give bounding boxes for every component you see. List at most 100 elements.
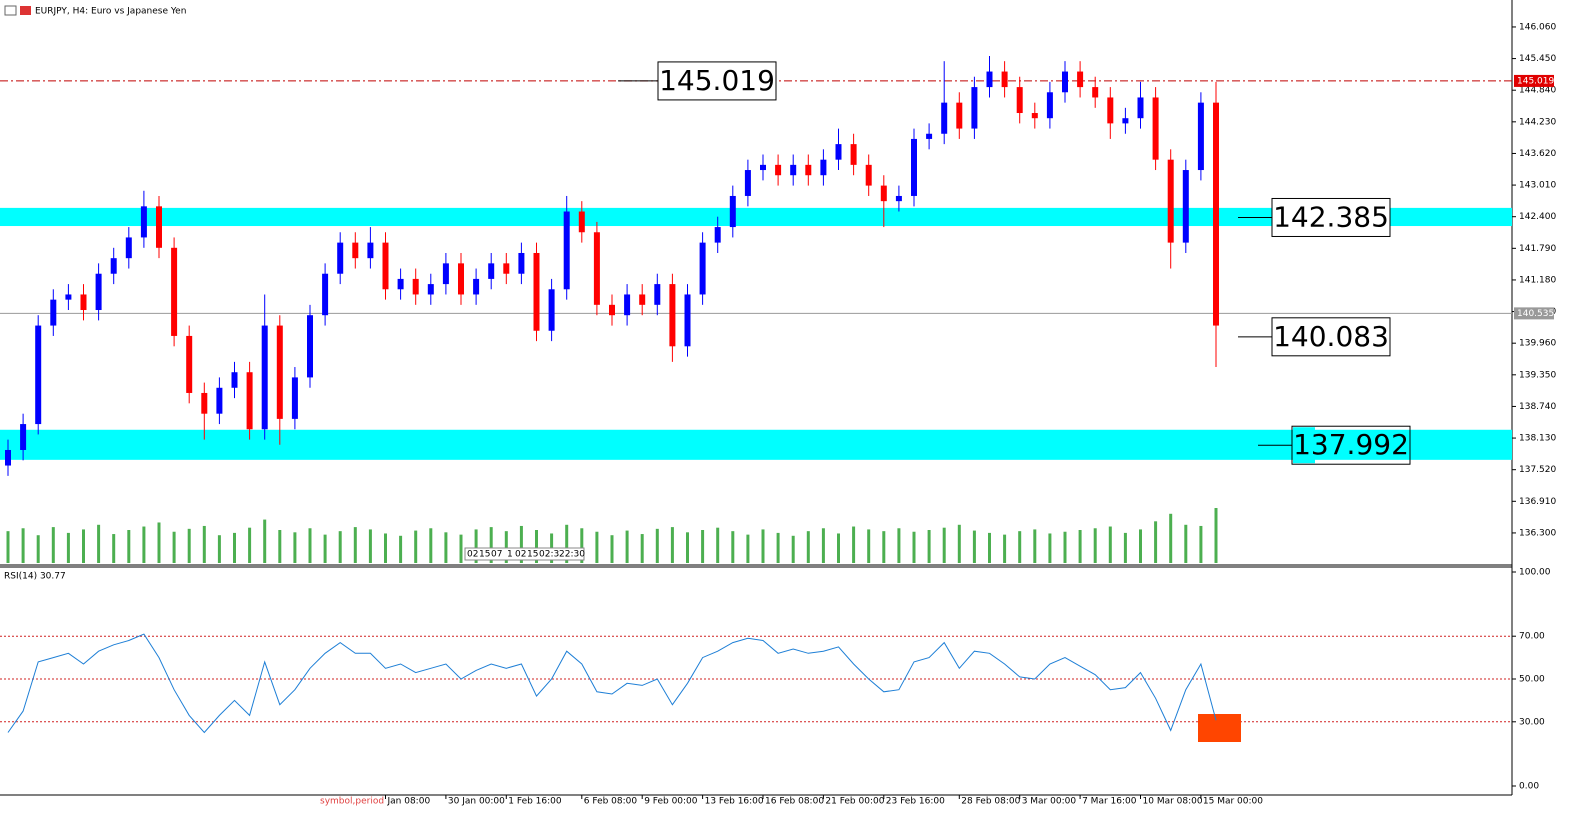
volume-bar: [187, 528, 191, 563]
volume-bar: [202, 525, 206, 563]
candle-body: [911, 138, 917, 196]
volume-bar: [6, 531, 10, 563]
volume-bar: [384, 533, 387, 563]
candle-body: [276, 325, 283, 419]
volume-bar: [927, 530, 931, 563]
volume-bar: [988, 532, 991, 563]
candle-body: [231, 372, 238, 388]
scroll-label: 15: [527, 550, 538, 560]
volume-bar: [716, 527, 720, 563]
candle-body: [714, 227, 721, 243]
volume-bar: [504, 531, 508, 563]
candle-body: [352, 242, 359, 259]
annotation-box: [1271, 317, 1391, 357]
candle-body: [1001, 71, 1008, 88]
candle-body: [533, 252, 540, 331]
volume-bar: [82, 529, 85, 563]
candle-body: [835, 144, 842, 160]
price-tag: [1514, 307, 1554, 320]
candle-body: [307, 315, 313, 378]
x-tick-label: 30 Jan 00:00: [448, 797, 505, 807]
candle-body: [20, 424, 27, 450]
annotation-box: [1271, 197, 1391, 237]
scroll-label: 22:30: [559, 550, 585, 560]
candle-body: [1122, 118, 1129, 124]
candle-body: [775, 164, 782, 176]
volume-bar: [172, 531, 176, 563]
y-tick-label: 100.00: [1519, 568, 1551, 578]
y-tick-label: 141.180: [1519, 275, 1556, 285]
volume-bar: [263, 519, 267, 563]
candle-body: [956, 102, 963, 129]
candle-body: [1092, 87, 1099, 98]
volume-bar: [867, 529, 871, 563]
candle-body: [65, 294, 72, 300]
y-tick-label: 143.620: [1519, 149, 1556, 159]
candle-body: [412, 278, 419, 295]
volume-bar: [1003, 534, 1007, 563]
volume-bar: [429, 528, 433, 563]
candle-body: [186, 335, 193, 393]
candle-body: [397, 278, 404, 290]
candle-body: [367, 242, 374, 259]
y-tick-label: 70.00: [1519, 632, 1545, 642]
volume-bar: [399, 535, 403, 563]
volume-bar: [821, 528, 825, 563]
y-tick-label: 138.130: [1519, 434, 1556, 444]
candle-body: [865, 164, 872, 186]
candle-body: [563, 211, 570, 290]
volume-bar: [731, 531, 735, 563]
candle-body: [458, 263, 464, 295]
volume-bar: [761, 529, 765, 563]
candle-body: [593, 232, 600, 305]
volume-bar: [1078, 530, 1082, 563]
volume-bar: [1214, 508, 1218, 563]
volume-bar: [897, 528, 901, 563]
volume-bar: [293, 532, 297, 563]
scroll-label: 02: [467, 550, 478, 560]
y-tick-label: 145.450: [1519, 54, 1556, 64]
candle-body: [805, 164, 812, 176]
x-tick-label: 1 Feb 16:00: [508, 797, 562, 807]
candle-body: [986, 71, 993, 88]
window-icon: [4, 5, 17, 16]
candle-body: [95, 273, 102, 311]
candle-body: [201, 392, 208, 414]
y-tick-label: 142.400: [1519, 212, 1556, 222]
candle-body: [246, 372, 253, 430]
candle-body: [518, 252, 525, 274]
volume-bar: [912, 531, 916, 563]
volume-bar: [942, 527, 946, 563]
candle-body: [971, 87, 978, 129]
volume-bar: [142, 526, 146, 563]
volume-bar: [1063, 531, 1067, 563]
volume-bar: [610, 535, 614, 563]
candle-body: [1167, 159, 1174, 243]
candle-body: [760, 164, 766, 171]
candle-body: [639, 294, 646, 305]
volume-bar: [519, 525, 523, 563]
footer-label: symbol,period: [320, 797, 384, 807]
volume-bar: [474, 529, 478, 563]
y-tick-label: 0.00: [1519, 782, 1539, 792]
annotation-box: [1291, 425, 1411, 465]
candle-body: [1107, 97, 1114, 124]
annotation-label: 140.083: [1273, 320, 1389, 353]
volume-bar: [127, 530, 131, 563]
candle-body: [5, 449, 11, 466]
candle-body: [669, 284, 676, 347]
candle-body: [1016, 87, 1023, 114]
volume-bar: [701, 530, 705, 563]
candle-body: [35, 325, 42, 425]
volume-bar: [323, 534, 327, 563]
y-tick-label: 30.00: [1519, 717, 1545, 727]
candle-body: [1062, 71, 1068, 93]
volume-bar: [776, 532, 780, 563]
volume-bar: [1108, 526, 1112, 563]
x-tick-label: 3 Mar 00:00: [1022, 797, 1077, 807]
volume-bar: [852, 526, 856, 563]
x-tick-label: 6 Feb 08:00: [584, 797, 638, 807]
candle-body: [291, 377, 298, 419]
